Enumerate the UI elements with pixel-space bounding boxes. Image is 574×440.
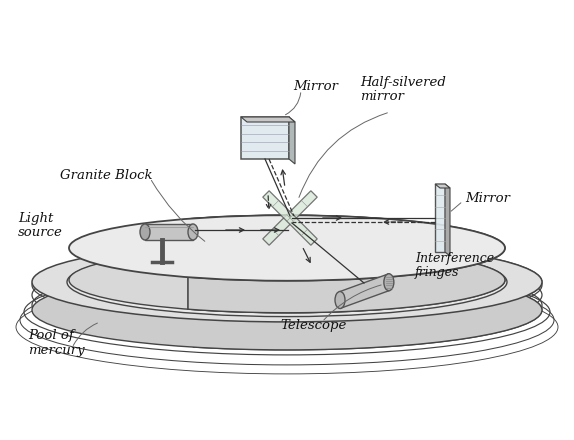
Ellipse shape bbox=[67, 247, 507, 317]
Text: source: source bbox=[18, 225, 63, 238]
Polygon shape bbox=[145, 224, 193, 240]
Polygon shape bbox=[188, 215, 386, 251]
Polygon shape bbox=[188, 277, 386, 313]
Polygon shape bbox=[340, 274, 389, 308]
Text: Mirror: Mirror bbox=[293, 80, 338, 92]
Polygon shape bbox=[188, 215, 505, 313]
Ellipse shape bbox=[188, 224, 198, 240]
Polygon shape bbox=[263, 191, 317, 245]
Ellipse shape bbox=[32, 270, 542, 350]
Text: Half-silvered: Half-silvered bbox=[360, 76, 446, 88]
Polygon shape bbox=[241, 117, 289, 159]
Polygon shape bbox=[435, 184, 450, 188]
Text: Granite Block: Granite Block bbox=[60, 169, 153, 181]
Text: Interference: Interference bbox=[415, 252, 494, 264]
Ellipse shape bbox=[384, 274, 394, 291]
Text: Telescope: Telescope bbox=[280, 319, 346, 331]
Text: Pool of: Pool of bbox=[28, 329, 73, 341]
Text: mercury: mercury bbox=[28, 344, 84, 356]
Polygon shape bbox=[289, 117, 295, 164]
Text: Light: Light bbox=[18, 212, 53, 224]
Polygon shape bbox=[241, 117, 295, 122]
Polygon shape bbox=[445, 184, 450, 256]
Text: Mirror: Mirror bbox=[465, 191, 510, 205]
Text: fringes: fringes bbox=[415, 265, 459, 279]
Ellipse shape bbox=[32, 242, 542, 322]
Text: mirror: mirror bbox=[360, 89, 404, 103]
Ellipse shape bbox=[69, 215, 505, 281]
Ellipse shape bbox=[335, 292, 345, 308]
Ellipse shape bbox=[140, 224, 150, 240]
Polygon shape bbox=[435, 184, 445, 252]
Ellipse shape bbox=[69, 247, 505, 313]
Polygon shape bbox=[193, 242, 542, 350]
Polygon shape bbox=[263, 191, 317, 245]
